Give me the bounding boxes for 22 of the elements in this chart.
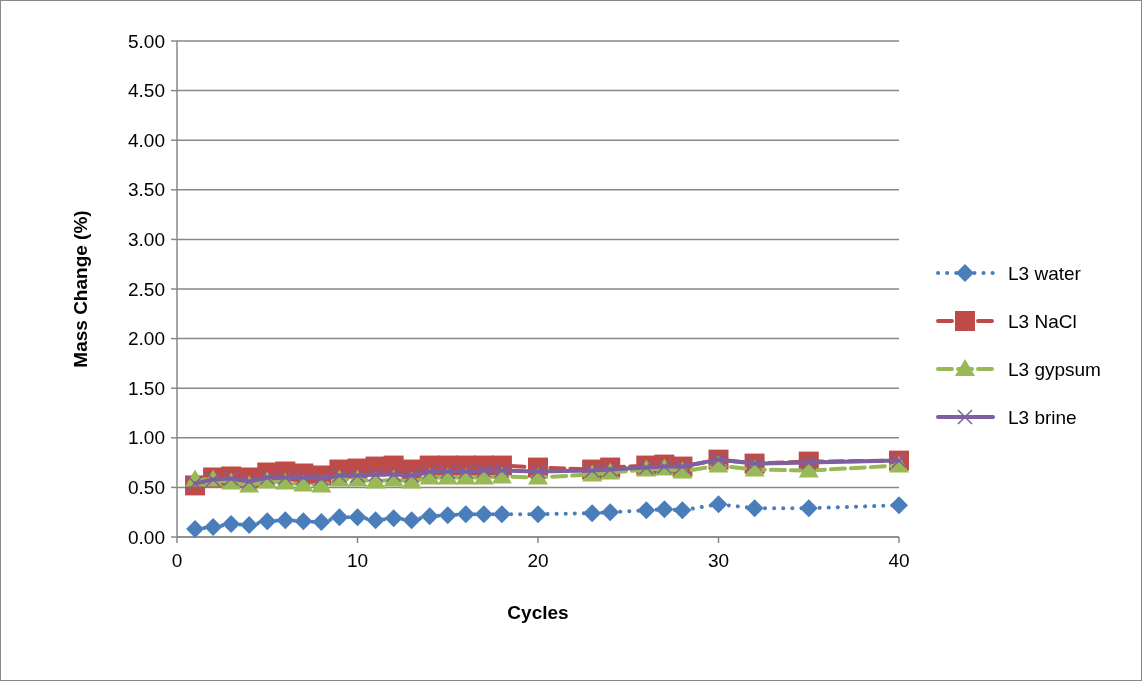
legend-label: L3 gypsum — [1008, 358, 1101, 380]
legend-label: L3 NaCl — [1008, 310, 1077, 332]
y-tick-label: 4.00 — [128, 129, 165, 151]
y-axis-title: Mass Change (%) — [70, 210, 91, 368]
y-tick-label: 0.00 — [128, 526, 165, 548]
x-tick-label: 20 — [527, 550, 549, 571]
y-tick-label: 4.50 — [128, 80, 165, 102]
y-tick-label: 3.50 — [128, 179, 165, 201]
legend-label: L3 brine — [1008, 406, 1077, 428]
x-axis-title: Cycles — [507, 602, 569, 623]
y-tick-label: 5.00 — [128, 30, 165, 52]
legend-label: L3 water — [1008, 262, 1082, 284]
x-tick-label: 30 — [707, 550, 730, 571]
y-tick-label: 1.50 — [128, 377, 165, 399]
y-tick-label: 3.00 — [128, 229, 165, 251]
x-tick-label: 0 — [171, 550, 183, 571]
y-tick-label: 2.00 — [128, 328, 165, 350]
y-tick-label: 0.50 — [128, 477, 165, 499]
y-tick-label: 1.00 — [128, 427, 165, 449]
x-tick-label: 10 — [346, 550, 369, 571]
y-tick-label: 2.50 — [128, 278, 165, 300]
x-tick-label: 40 — [888, 550, 910, 571]
